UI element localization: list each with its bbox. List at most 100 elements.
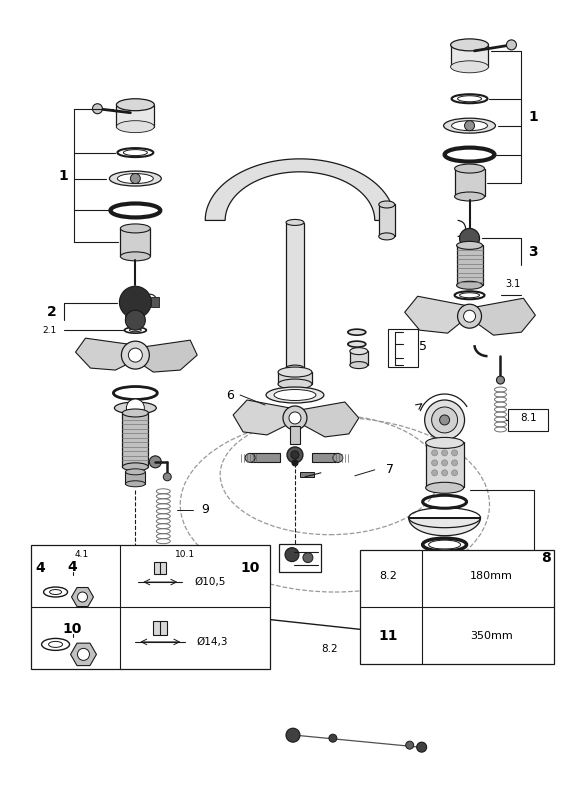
- Ellipse shape: [421, 603, 469, 616]
- Ellipse shape: [452, 121, 487, 130]
- Circle shape: [452, 470, 458, 476]
- Circle shape: [432, 450, 437, 456]
- Circle shape: [131, 174, 140, 183]
- Ellipse shape: [458, 96, 482, 102]
- Text: 2: 2: [47, 306, 56, 319]
- Ellipse shape: [348, 341, 366, 347]
- Bar: [122, 413, 148, 467]
- Polygon shape: [115, 566, 139, 586]
- Ellipse shape: [278, 367, 312, 377]
- Circle shape: [452, 460, 458, 466]
- Bar: [388, 329, 417, 367]
- Circle shape: [441, 450, 448, 456]
- Ellipse shape: [118, 174, 153, 183]
- Text: 3.1: 3.1: [505, 279, 520, 290]
- Polygon shape: [72, 587, 94, 606]
- Circle shape: [425, 630, 440, 645]
- Circle shape: [289, 412, 301, 424]
- Circle shape: [197, 609, 203, 614]
- Circle shape: [149, 456, 161, 468]
- Text: 8.2: 8.2: [321, 644, 338, 654]
- Circle shape: [127, 399, 144, 417]
- Ellipse shape: [286, 219, 304, 226]
- Bar: [278, 372, 312, 384]
- Circle shape: [452, 450, 458, 456]
- Polygon shape: [70, 643, 97, 666]
- Circle shape: [465, 121, 474, 130]
- Text: 180mm: 180mm: [470, 571, 513, 581]
- Ellipse shape: [450, 61, 488, 73]
- Ellipse shape: [457, 242, 482, 250]
- Polygon shape: [300, 402, 359, 437]
- Ellipse shape: [425, 482, 463, 494]
- Circle shape: [425, 400, 465, 440]
- Ellipse shape: [286, 365, 304, 371]
- Ellipse shape: [274, 390, 316, 401]
- Text: 10: 10: [240, 561, 260, 574]
- Circle shape: [507, 40, 516, 50]
- Ellipse shape: [421, 549, 467, 562]
- Text: 4: 4: [68, 560, 77, 574]
- Circle shape: [163, 473, 172, 481]
- Circle shape: [441, 460, 448, 466]
- Bar: [116, 105, 154, 126]
- Ellipse shape: [123, 150, 147, 155]
- Circle shape: [126, 310, 145, 330]
- Circle shape: [122, 341, 149, 369]
- Bar: [290, 426, 300, 444]
- Ellipse shape: [421, 617, 469, 630]
- Ellipse shape: [120, 224, 151, 233]
- Ellipse shape: [266, 387, 324, 403]
- Bar: [421, 609, 469, 624]
- Bar: [279, 544, 321, 571]
- Text: 7: 7: [386, 463, 394, 476]
- Bar: [126, 308, 145, 322]
- Text: 350mm: 350mm: [470, 630, 513, 641]
- Bar: [300, 472, 314, 478]
- Bar: [350, 351, 368, 365]
- Text: Ø14,3: Ø14,3: [197, 637, 228, 647]
- Polygon shape: [474, 298, 536, 335]
- Circle shape: [329, 734, 337, 742]
- Circle shape: [119, 286, 151, 318]
- Text: Ø10,5: Ø10,5: [194, 577, 226, 587]
- Bar: [450, 45, 488, 67]
- Bar: [312, 454, 338, 462]
- Circle shape: [286, 728, 300, 742]
- Bar: [379, 205, 395, 237]
- Polygon shape: [76, 338, 135, 370]
- Bar: [153, 621, 168, 635]
- Bar: [151, 298, 159, 307]
- Circle shape: [432, 470, 437, 476]
- Bar: [360, 550, 554, 664]
- Ellipse shape: [454, 192, 485, 201]
- Ellipse shape: [49, 642, 62, 647]
- Bar: [454, 169, 485, 197]
- Ellipse shape: [450, 39, 488, 51]
- Ellipse shape: [245, 454, 255, 462]
- Bar: [31, 545, 270, 670]
- Text: 9: 9: [201, 503, 209, 516]
- Ellipse shape: [457, 282, 482, 290]
- Ellipse shape: [126, 481, 145, 486]
- Text: 10: 10: [63, 622, 82, 637]
- Text: 8.2: 8.2: [379, 571, 396, 581]
- Polygon shape: [205, 159, 395, 221]
- Ellipse shape: [114, 402, 156, 414]
- Ellipse shape: [350, 362, 368, 369]
- Circle shape: [292, 460, 298, 466]
- Ellipse shape: [122, 409, 148, 417]
- Text: 10.1: 10.1: [175, 550, 195, 559]
- Bar: [457, 246, 482, 286]
- Ellipse shape: [460, 293, 479, 298]
- Circle shape: [77, 592, 87, 602]
- Circle shape: [283, 406, 307, 430]
- Text: 3: 3: [529, 246, 538, 259]
- Ellipse shape: [454, 164, 485, 173]
- Text: 8.1: 8.1: [520, 413, 537, 423]
- Ellipse shape: [425, 438, 463, 448]
- Bar: [120, 229, 151, 256]
- Circle shape: [77, 648, 90, 660]
- Circle shape: [406, 741, 414, 749]
- Circle shape: [496, 376, 504, 384]
